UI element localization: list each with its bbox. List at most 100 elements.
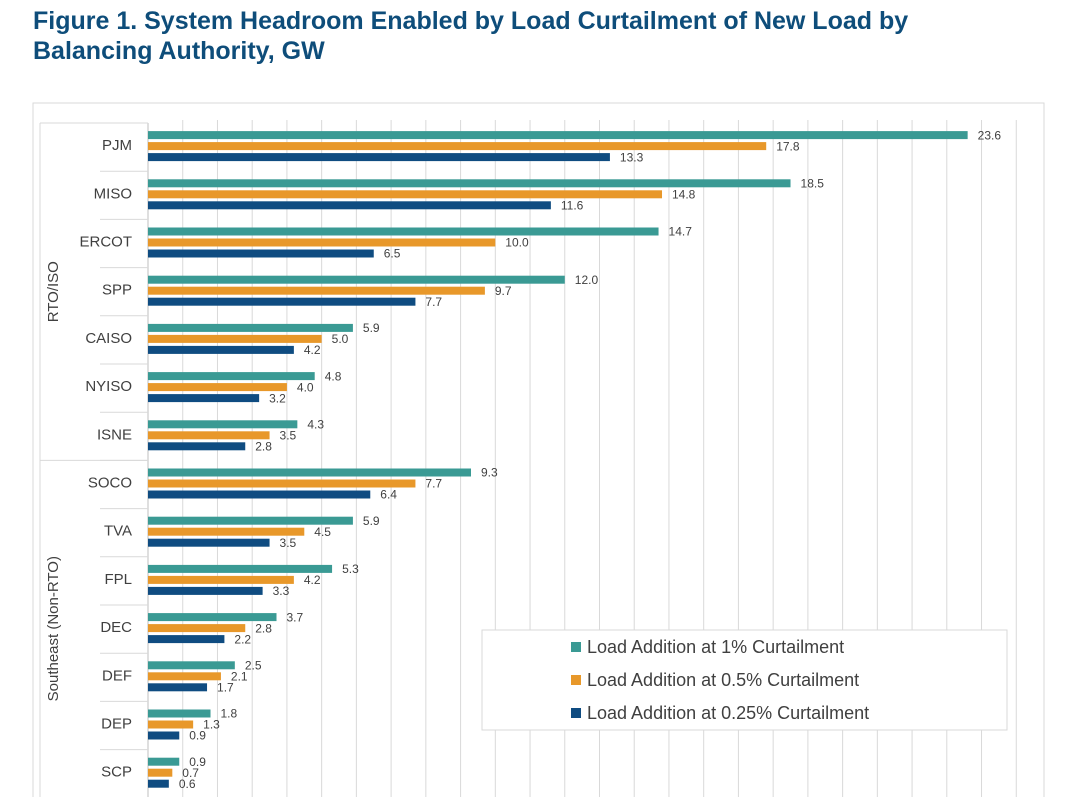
value-label: 5.0 xyxy=(332,332,349,346)
bar xyxy=(148,286,485,295)
bar xyxy=(148,372,315,381)
bar xyxy=(148,227,659,236)
bar xyxy=(148,575,294,584)
value-label: 0.9 xyxy=(189,729,206,743)
value-label: 10.0 xyxy=(505,236,529,250)
value-label: 9.3 xyxy=(481,466,498,480)
value-label: 0.9 xyxy=(189,755,206,769)
value-label: 5.3 xyxy=(342,562,359,576)
bar xyxy=(148,672,221,681)
bar xyxy=(148,345,294,354)
bar xyxy=(148,516,353,525)
bar xyxy=(148,190,663,199)
bar xyxy=(148,613,277,622)
value-label: 1.3 xyxy=(203,718,220,732)
value-label: 18.5 xyxy=(801,176,825,190)
bar xyxy=(148,238,496,247)
category-label: ISNE xyxy=(97,426,132,443)
value-label: 4.5 xyxy=(314,525,331,539)
category-label: TVA xyxy=(104,523,132,540)
group-label: Southeast (Non-RTO) xyxy=(45,556,62,701)
category-label: SOCO xyxy=(88,474,132,491)
bar xyxy=(148,323,353,332)
value-label: 11.6 xyxy=(561,198,584,212)
value-label: 3.5 xyxy=(280,536,297,550)
value-label: 0.7 xyxy=(182,766,199,780)
value-label: 2.5 xyxy=(245,658,262,672)
category-label: SCP xyxy=(101,764,132,781)
bar xyxy=(148,779,169,788)
bar xyxy=(148,757,180,766)
bar xyxy=(148,661,235,670)
bar xyxy=(148,334,322,343)
legend-label: Load Addition at 0.25% Curtailment xyxy=(587,703,869,723)
bar xyxy=(148,420,298,429)
category-label: FPL xyxy=(104,571,132,588)
value-label: 4.8 xyxy=(325,369,342,383)
bar xyxy=(148,297,416,306)
bar xyxy=(148,249,374,258)
category-label: DEP xyxy=(101,715,132,732)
value-label: 17.8 xyxy=(776,139,800,153)
value-label: 7.7 xyxy=(425,477,442,491)
value-label: 14.8 xyxy=(672,187,696,201)
value-label: 2.8 xyxy=(255,439,272,453)
value-label: 7.7 xyxy=(425,295,442,309)
value-label: 9.7 xyxy=(495,284,512,298)
bar xyxy=(148,394,260,403)
bar xyxy=(148,538,270,547)
value-label: 2.2 xyxy=(234,632,251,646)
category-label: SPP xyxy=(102,282,132,299)
value-label: 5.9 xyxy=(363,321,380,335)
bar xyxy=(148,383,287,392)
value-label: 2.1 xyxy=(231,669,248,683)
bar xyxy=(148,431,270,440)
category-label: NYISO xyxy=(85,378,132,395)
legend-box xyxy=(481,629,1008,731)
value-label: 6.5 xyxy=(384,247,401,261)
bar xyxy=(148,731,180,740)
legend-label: Load Addition at 0.5% Curtailment xyxy=(587,670,859,690)
legend-swatch xyxy=(571,642,581,652)
value-label: 6.4 xyxy=(380,488,397,502)
category-label: DEF xyxy=(102,667,132,684)
legend-swatch xyxy=(571,675,581,685)
bar xyxy=(148,490,371,499)
value-label: 3.7 xyxy=(287,610,304,624)
category-label: ERCOT xyxy=(80,233,133,250)
category-label: PJM xyxy=(102,137,132,154)
bar xyxy=(148,683,208,692)
bar xyxy=(148,201,551,210)
bar xyxy=(148,275,565,284)
value-label: 5.9 xyxy=(363,514,380,528)
value-label: 1.7 xyxy=(217,680,234,694)
bar xyxy=(148,468,471,477)
chart-title: Figure 1. System Headroom Enabled by Loa… xyxy=(33,7,909,65)
bar xyxy=(148,709,211,718)
bar xyxy=(148,564,333,573)
bar xyxy=(148,442,246,451)
bar xyxy=(148,179,791,188)
bar xyxy=(148,635,225,644)
bar xyxy=(148,153,610,162)
bar xyxy=(148,131,968,140)
bar xyxy=(148,527,305,536)
bar xyxy=(148,624,246,633)
value-label: 14.7 xyxy=(669,225,693,239)
legend-label: Load Addition at 1% Curtailment xyxy=(587,637,844,657)
legend: Load Addition at 1% Curtailment Load Addi… xyxy=(481,629,1008,731)
bar xyxy=(148,479,416,488)
chart-frame xyxy=(32,102,1045,797)
value-label: 4.0 xyxy=(297,380,314,394)
bar xyxy=(148,586,263,595)
category-label: DEC xyxy=(100,619,132,636)
value-label: 23.6 xyxy=(978,128,1002,142)
value-label: 0.6 xyxy=(179,777,196,791)
bar xyxy=(148,768,173,777)
bar xyxy=(148,720,194,729)
legend-swatch xyxy=(571,708,581,718)
category-label: MISO xyxy=(94,185,132,202)
value-label: 13.3 xyxy=(620,150,644,164)
